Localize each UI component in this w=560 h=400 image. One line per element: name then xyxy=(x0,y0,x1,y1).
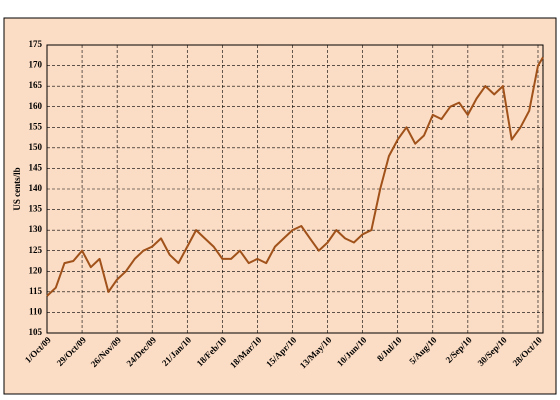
y-axis-label: US cents/lb xyxy=(12,167,22,210)
y-tick-label: 125 xyxy=(29,245,43,255)
y-tick-label: 105 xyxy=(29,327,43,337)
y-tick-label: 165 xyxy=(29,80,43,90)
y-tick-label: 115 xyxy=(29,286,43,296)
y-tick-label: 120 xyxy=(29,265,43,275)
y-tick-label: 145 xyxy=(29,162,43,172)
y-tick-label: 135 xyxy=(29,204,43,214)
y-tick-label: 140 xyxy=(29,183,43,193)
price-line xyxy=(46,56,544,297)
y-tick-label: 110 xyxy=(29,306,43,316)
y-tick-label: 170 xyxy=(29,60,43,70)
y-tick-label: 150 xyxy=(29,142,43,152)
y-tick-label: 155 xyxy=(29,121,43,131)
y-tick-label: 175 xyxy=(29,39,43,49)
y-tick-label: 160 xyxy=(29,101,43,111)
y-tick-label: 130 xyxy=(29,224,43,234)
